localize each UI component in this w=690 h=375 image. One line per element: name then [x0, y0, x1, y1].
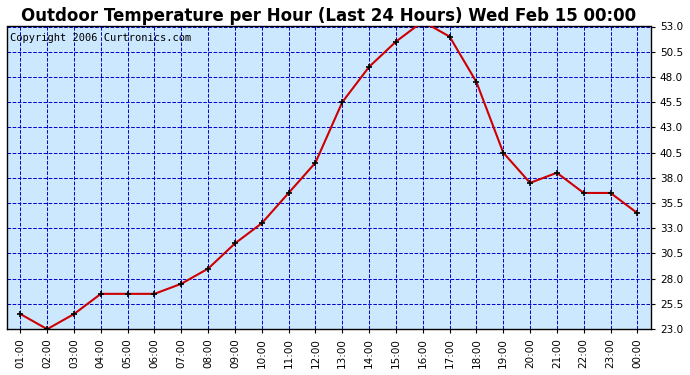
- Text: Copyright 2006 Curtronics.com: Copyright 2006 Curtronics.com: [10, 33, 191, 42]
- Title: Outdoor Temperature per Hour (Last 24 Hours) Wed Feb 15 00:00: Outdoor Temperature per Hour (Last 24 Ho…: [21, 7, 636, 25]
